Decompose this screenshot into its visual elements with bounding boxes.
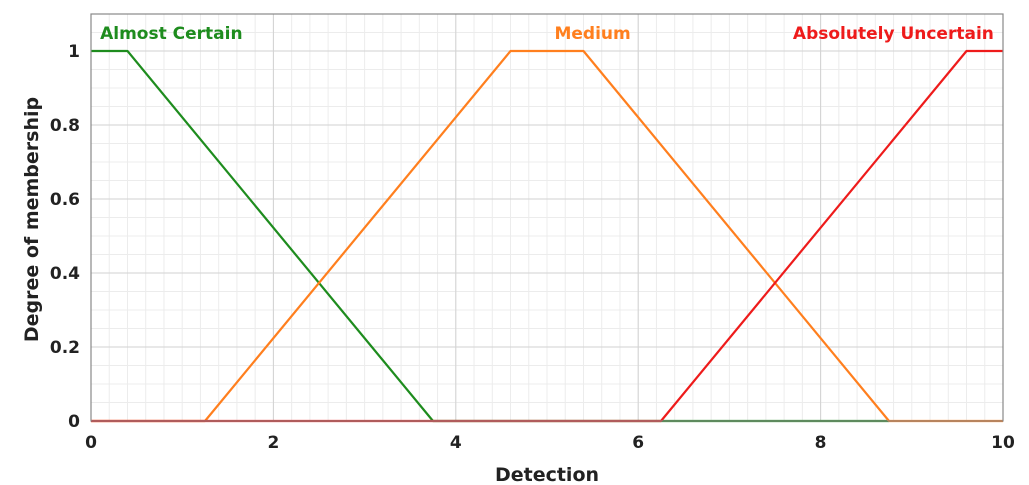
- x-tick-label: 6: [632, 433, 644, 453]
- y-tick-labels: 0 0.2 0.4 0.6 0.8 1: [50, 42, 80, 432]
- minor-grid: [90, 13, 1004, 422]
- x-axis-label: Detection: [495, 464, 599, 485]
- series-label-0: Almost Certain: [100, 24, 242, 44]
- y-tick-label: 1: [68, 42, 80, 62]
- series-label-2: Absolutely Uncertain: [793, 24, 994, 44]
- x-tick-label: 10: [991, 433, 1015, 453]
- x-tick-label: 0: [85, 433, 97, 453]
- series-labels: Almost Certain Medium Absolutely Uncertain: [100, 24, 994, 44]
- y-tick-label: 0.2: [50, 338, 80, 358]
- y-tick-label: 0: [68, 412, 80, 432]
- x-tick-labels: 0 2 4 6 8 10: [85, 433, 1015, 453]
- series-label-1: Medium: [554, 24, 630, 44]
- x-tick-label: 2: [267, 433, 279, 453]
- y-tick-label: 0.4: [50, 264, 80, 284]
- y-tick-label: 0.6: [50, 190, 80, 210]
- plot-frame: [90, 13, 1004, 422]
- x-tick-label: 8: [815, 433, 827, 453]
- y-tick-label: 0.8: [50, 116, 80, 136]
- y-axis-label: Degree of membership: [21, 97, 43, 342]
- x-tick-label: 4: [450, 433, 462, 453]
